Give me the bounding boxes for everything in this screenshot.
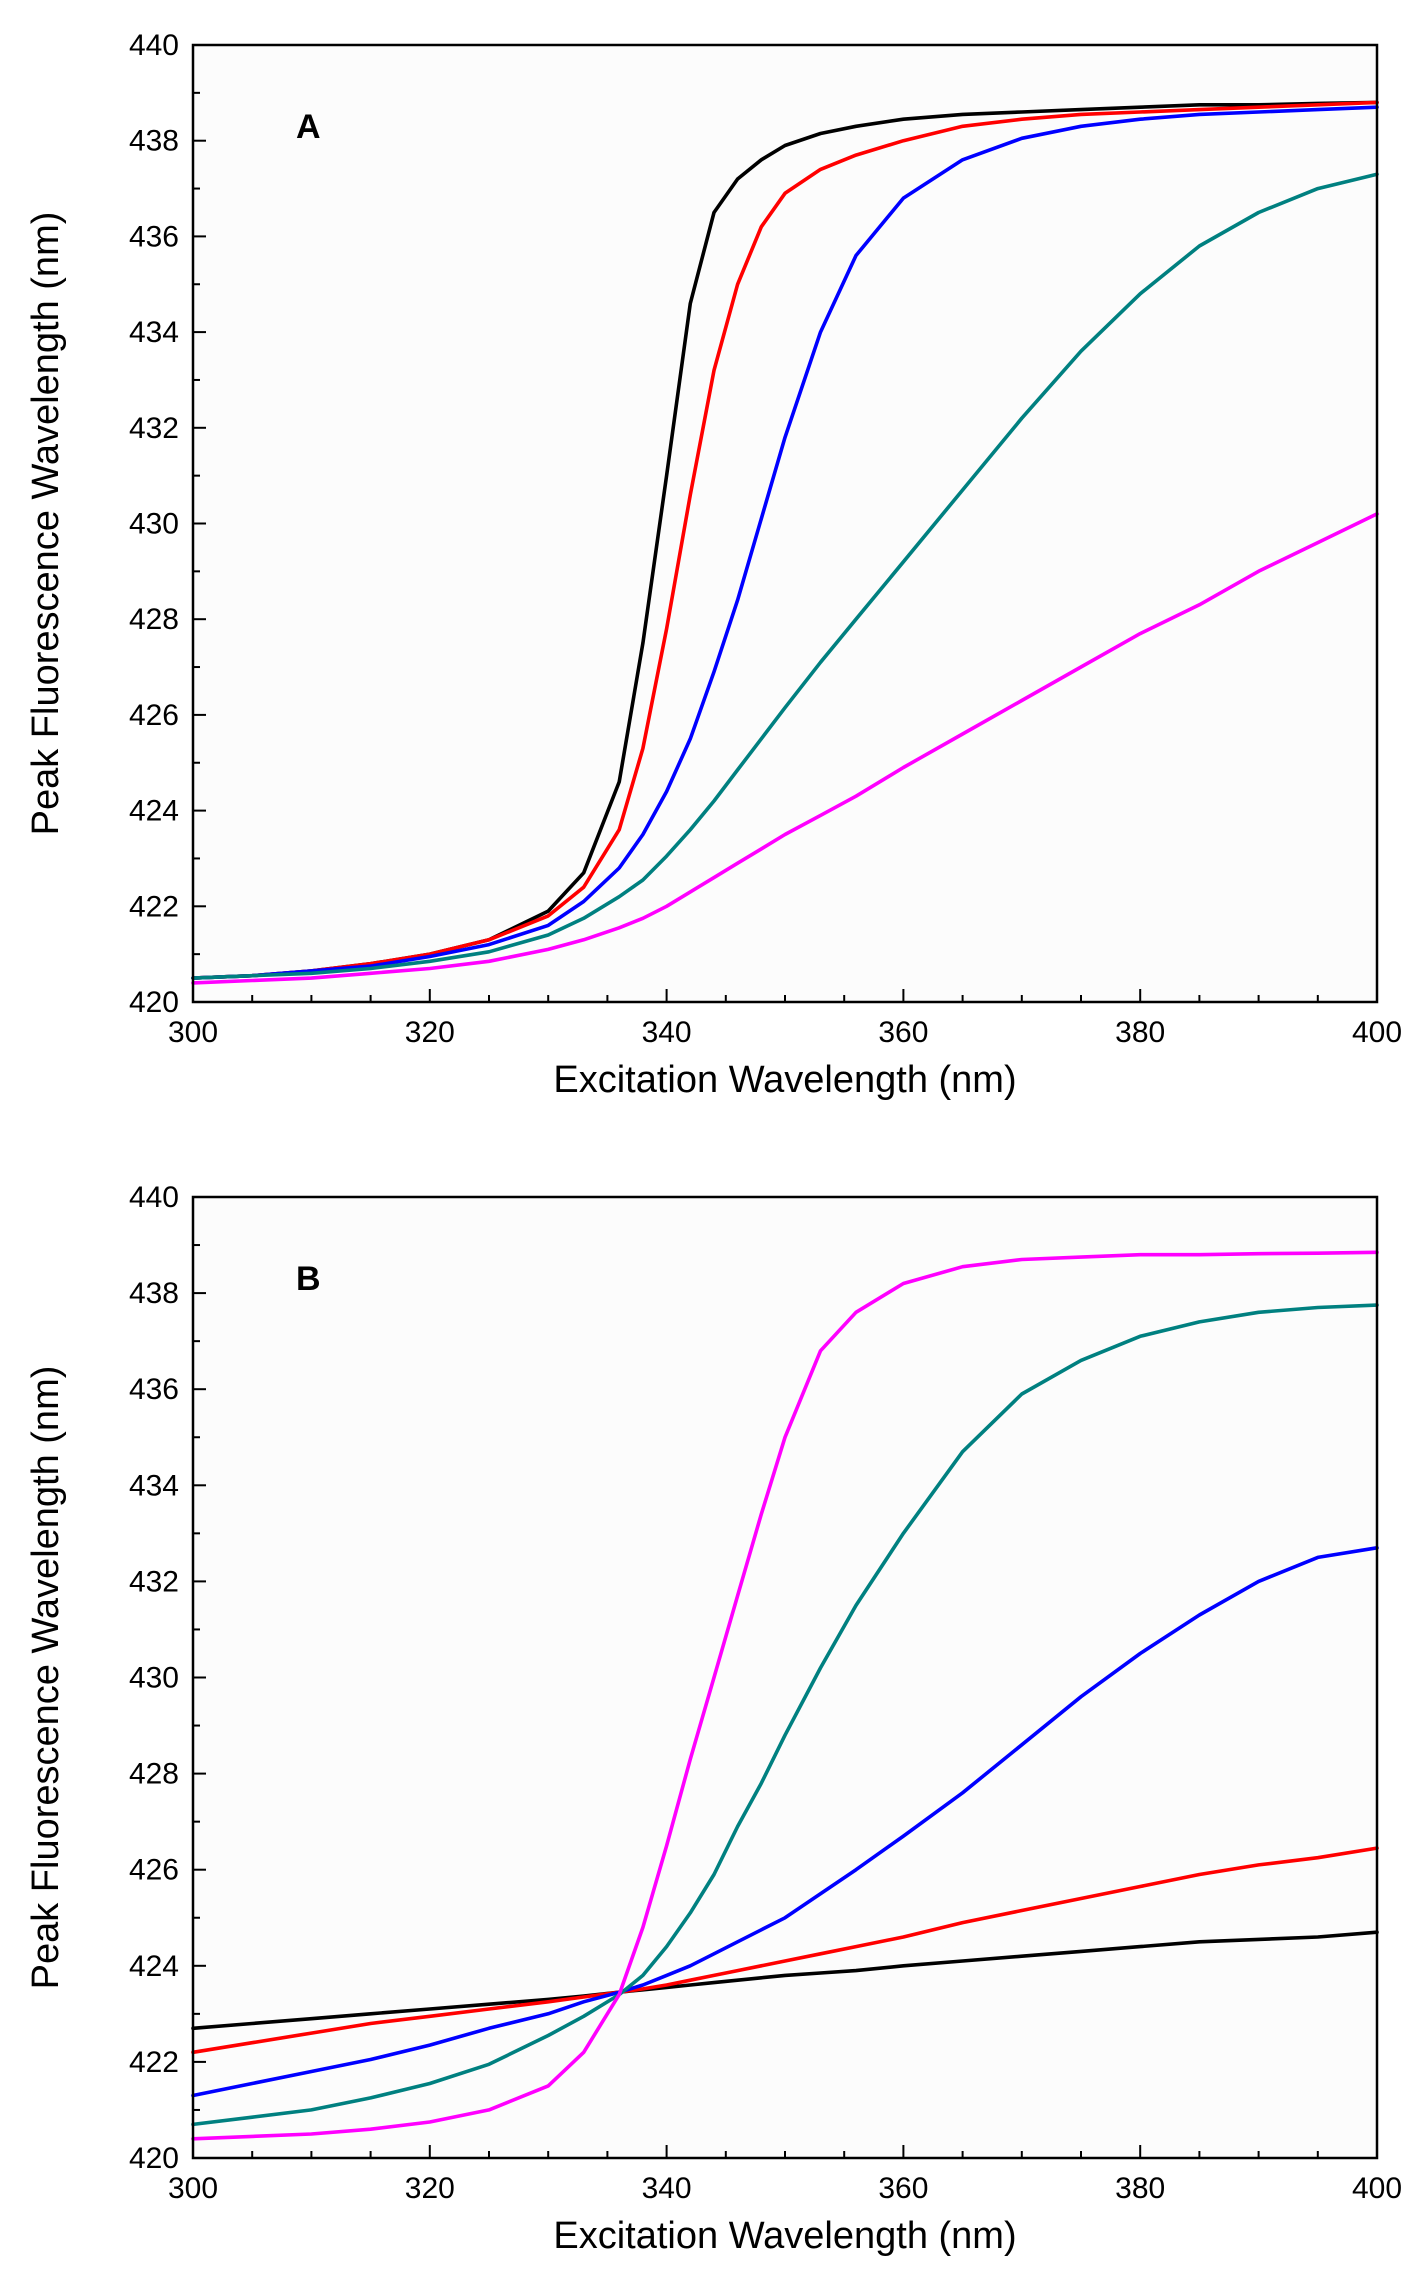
plot-area bbox=[193, 1197, 1377, 2158]
series-line-black bbox=[191, 1930, 1379, 2031]
y-tick-label: 432 bbox=[129, 1565, 179, 1598]
panel-label: A bbox=[296, 108, 321, 146]
x-tick-label: 360 bbox=[878, 2172, 928, 2205]
y-tick-label: 420 bbox=[129, 986, 179, 1019]
x-tick-label: 340 bbox=[642, 2172, 692, 2205]
y-tick-label: 426 bbox=[129, 699, 179, 732]
y-tick-label: 432 bbox=[129, 412, 179, 445]
x-axis-title: Excitation Wavelength (nm) bbox=[553, 1059, 1016, 1101]
series-line-teal bbox=[191, 172, 1379, 980]
x-tick-label: 360 bbox=[878, 1016, 928, 1049]
y-tick-label: 424 bbox=[129, 1950, 179, 1983]
y-tick-label: 438 bbox=[129, 125, 179, 158]
y-tick-label: 440 bbox=[129, 29, 179, 62]
series-line-magenta bbox=[191, 1250, 1379, 2141]
x-tick-label: 300 bbox=[168, 1016, 218, 1049]
x-tick-label: 380 bbox=[1115, 2172, 1165, 2205]
y-tick-label: 428 bbox=[129, 1758, 179, 1791]
y-tick-label: 422 bbox=[129, 890, 179, 923]
y-tick-label: 430 bbox=[129, 1662, 179, 1695]
panel-label: B bbox=[296, 1260, 321, 1298]
y-tick-label: 434 bbox=[129, 1469, 179, 1502]
y-tick-label: 428 bbox=[129, 603, 179, 636]
series-line-red bbox=[191, 100, 1379, 980]
panel-a: 300 320 340 360 380 400 420 422 424 426 428 430 432 4… bbox=[25, 29, 1402, 1101]
x-axis-title: Excitation Wavelength (nm) bbox=[553, 2215, 1016, 2257]
x-tick-label: 400 bbox=[1352, 1016, 1402, 1049]
y-tick-label: 426 bbox=[129, 1854, 179, 1887]
plot-area bbox=[193, 45, 1377, 1002]
y-tick-label: 420 bbox=[129, 2142, 179, 2175]
y-tick-label: 422 bbox=[129, 2046, 179, 2079]
y-axis-title: Peak Fluorescence Wavelength (nm) bbox=[25, 212, 67, 836]
series-line-blue bbox=[191, 1546, 1379, 2098]
y-tick-label: 440 bbox=[129, 1181, 179, 1214]
y-tick-label: 424 bbox=[129, 795, 179, 828]
series-line-red bbox=[191, 1846, 1379, 2055]
x-tick-label: 300 bbox=[168, 2172, 218, 2205]
x-tick-label: 380 bbox=[1115, 1016, 1165, 1049]
y-tick-label: 438 bbox=[129, 1277, 179, 1310]
x-tick-label: 400 bbox=[1352, 2172, 1402, 2205]
y-tick-label: 434 bbox=[129, 316, 179, 349]
x-tick-label: 320 bbox=[405, 1016, 455, 1049]
series-line-magenta bbox=[191, 512, 1379, 985]
x-tick-label: 340 bbox=[642, 1016, 692, 1049]
panel-b: 300 320 340 360 380 400 420 422 424 426 428 430 432 4… bbox=[25, 1181, 1402, 2257]
y-axis-title: Peak Fluorescence Wavelength (nm) bbox=[25, 1366, 67, 1990]
x-tick-label: 320 bbox=[405, 2172, 455, 2205]
series-line-blue bbox=[191, 105, 1379, 980]
series-line-teal bbox=[191, 1303, 1379, 2127]
y-tick-label: 430 bbox=[129, 508, 179, 541]
y-tick-label: 436 bbox=[129, 1373, 179, 1406]
y-tick-label: 436 bbox=[129, 220, 179, 253]
